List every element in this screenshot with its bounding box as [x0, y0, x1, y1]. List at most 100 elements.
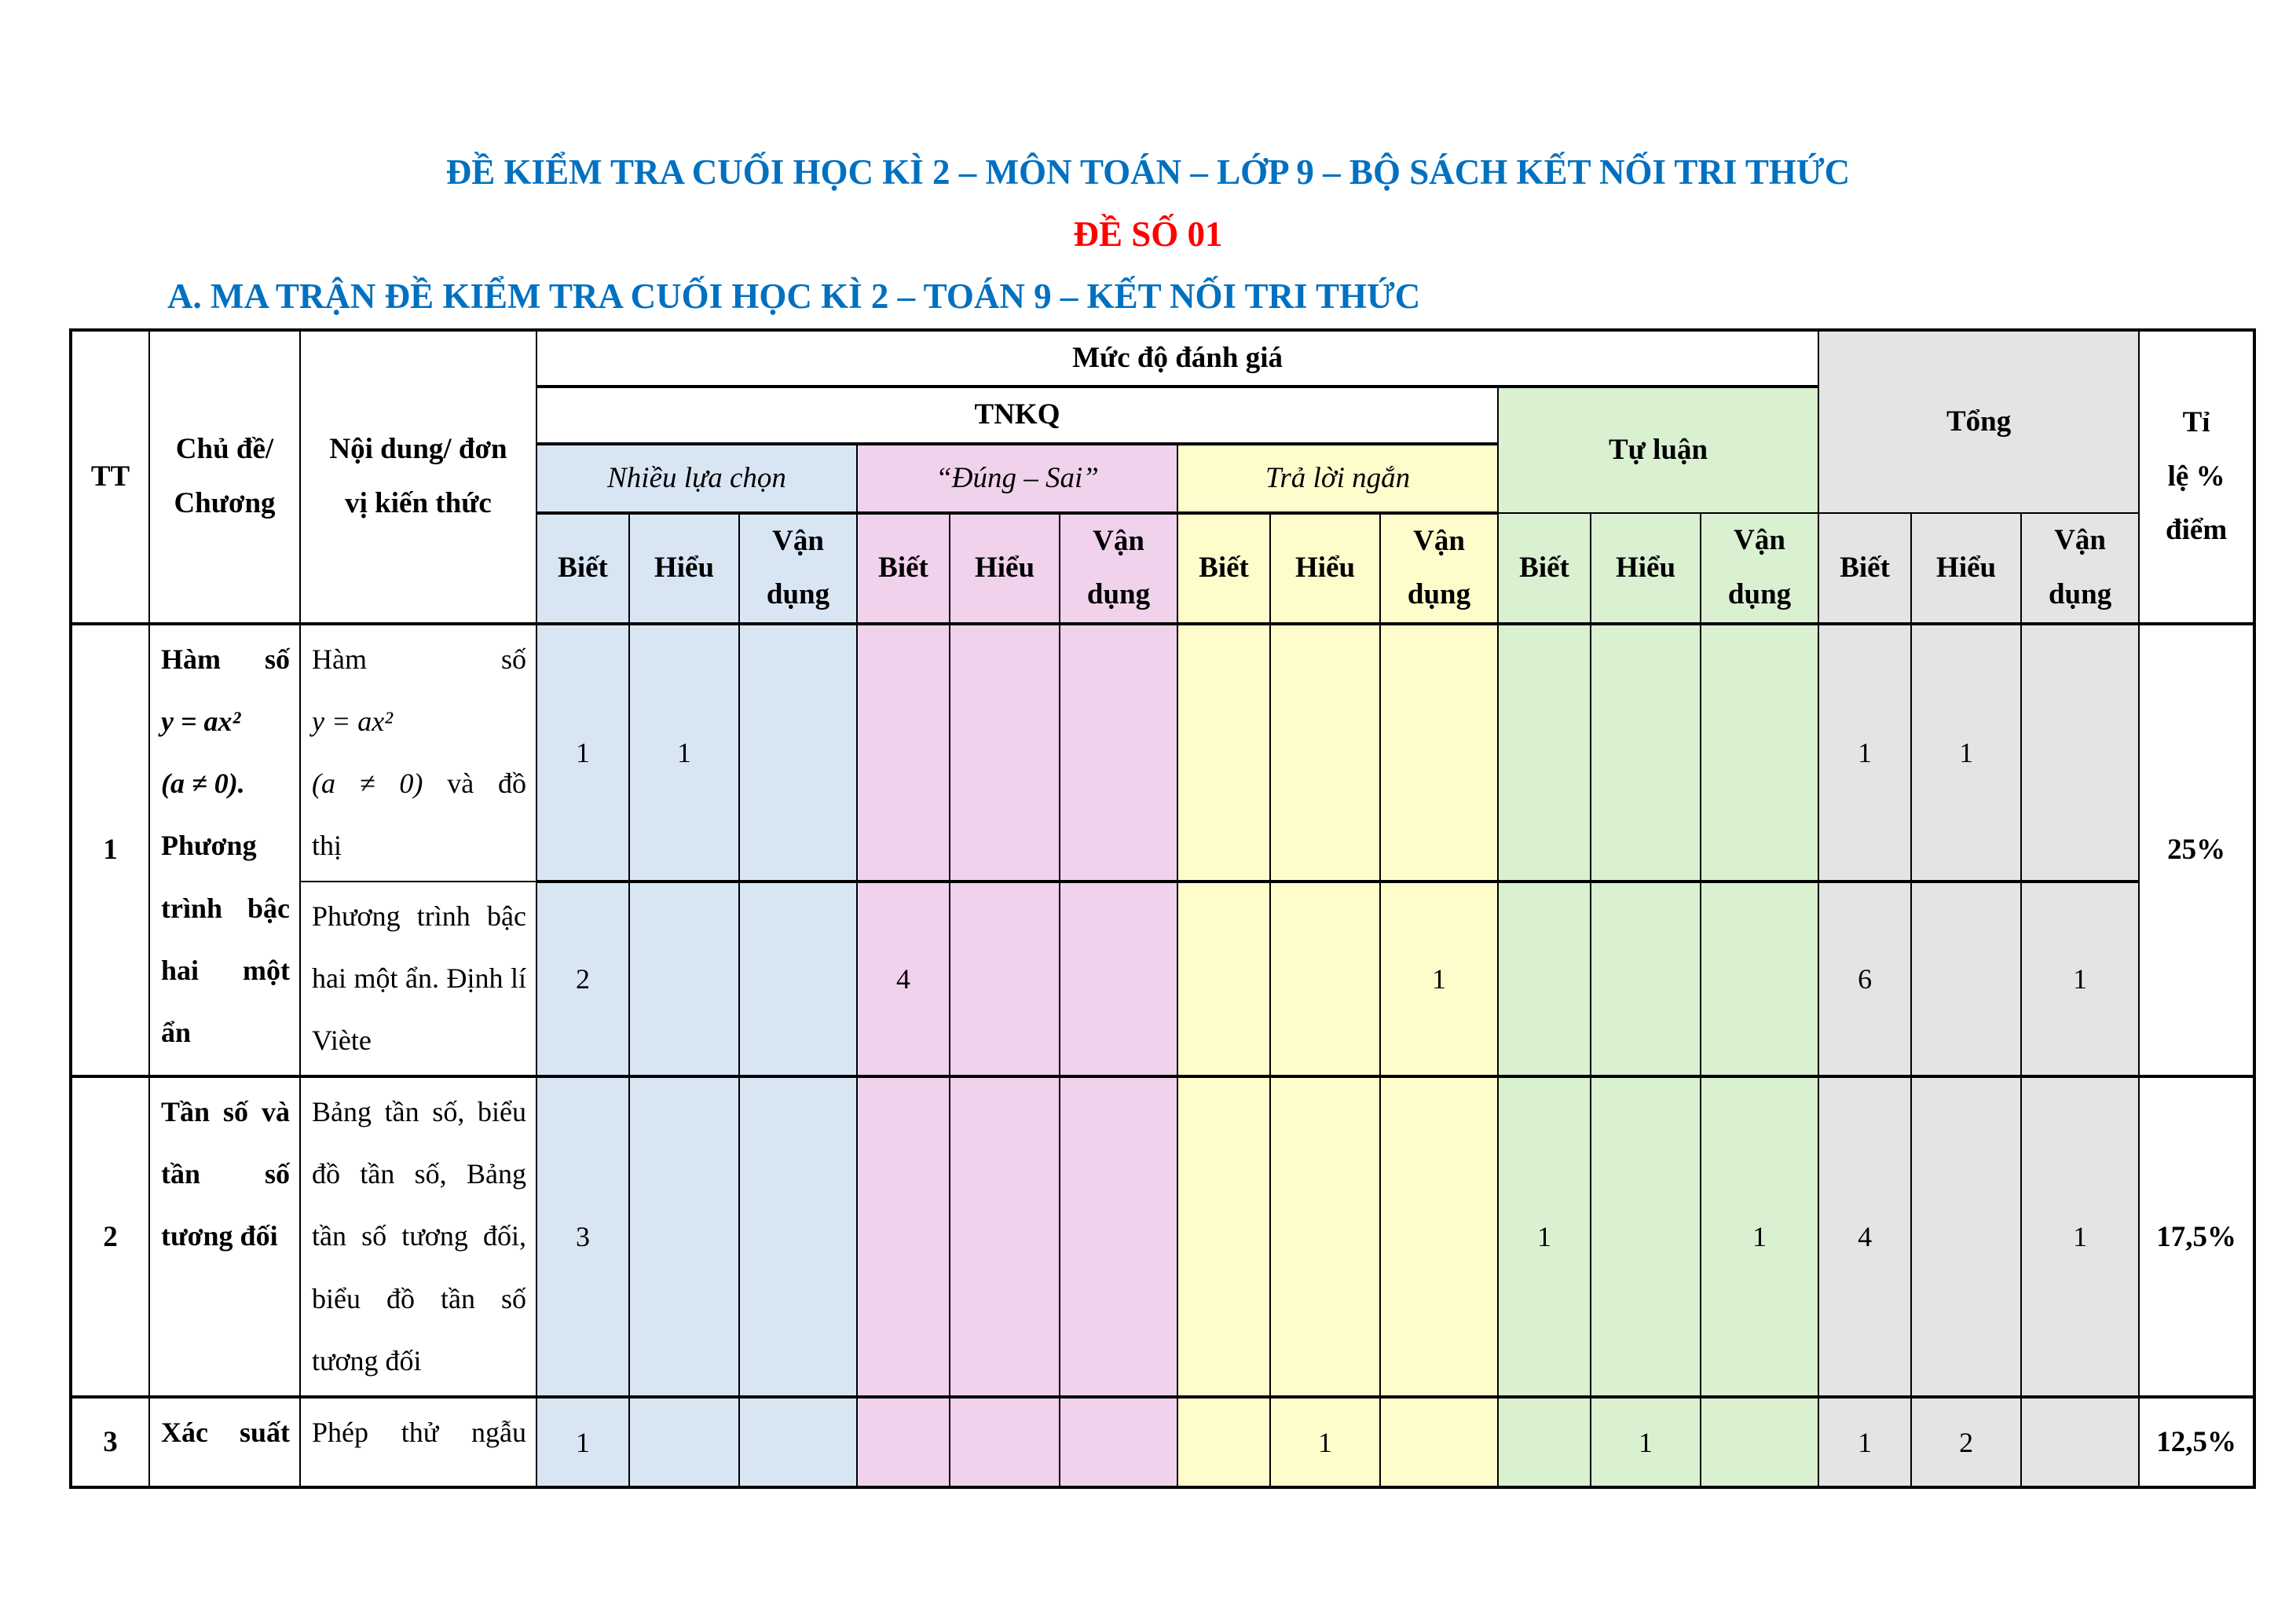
count-cell: 1	[1699, 1076, 1820, 1399]
header-tt: TT	[70, 329, 150, 625]
topic-cell: Tần số và tần số tương đối	[148, 1076, 301, 1399]
count-cell	[1177, 622, 1271, 883]
count-cell	[738, 1396, 858, 1489]
topic-math: y = ax²	[161, 705, 241, 737]
content-line: Phép thử ngẫu	[312, 1417, 526, 1448]
count-cell: 1	[536, 1396, 630, 1489]
header-level-hieu: Hiểu	[1910, 511, 2023, 625]
header-level-biet: Biết	[536, 511, 630, 625]
table-row: 3 Xác suất Phép thử ngẫu 1 1 1 1 2 12,5%	[70, 1396, 2256, 1489]
header-level-van-dung: Vận dụng	[1059, 511, 1178, 625]
header-percentage: Tỉ lệ % điểm	[2138, 329, 2256, 625]
topic-line: Hàm số	[161, 643, 290, 675]
count-cell	[1910, 1076, 2023, 1399]
count-cell	[738, 1076, 858, 1399]
count-cell: 1	[1818, 1396, 1913, 1489]
content-line: Bảng tần số, biểu đồ tần số, Bảng tần số…	[312, 1096, 526, 1377]
count-cell: 3	[536, 1076, 630, 1399]
header-percentage-line3: điểm	[2166, 514, 2228, 547]
percentage-cell: 17,5%	[2138, 1076, 2256, 1399]
header-group-true-false: “Đúng – Sai”	[856, 442, 1178, 515]
page-title: ĐỀ KIỂM TRA CUỐI HỌC KÌ 2 – MÔN TOÁN – L…	[445, 152, 1851, 192]
header-level-van-dung: Vận dụng	[1699, 511, 1820, 625]
count-cell: 4	[856, 880, 950, 1079]
topic-line: Tần số và tần số tương đối	[161, 1096, 290, 1252]
count-cell: 1	[1818, 622, 1913, 883]
count-cell	[738, 622, 858, 883]
table-row: 2 Tần số và tần số tương đối Bảng tần số…	[70, 1076, 2256, 1399]
count-cell	[949, 1076, 1060, 1399]
exam-number: ĐỀ SỐ 01	[1073, 214, 1223, 254]
header-tnkq: TNKQ	[536, 386, 1499, 445]
header-topic-line1: Chủ đề/	[175, 433, 274, 466]
count-cell	[949, 1396, 1060, 1489]
percentage-cell: 12,5%	[2138, 1396, 2256, 1489]
count-cell: 1	[1379, 880, 1499, 1079]
row-number: 2	[70, 1076, 150, 1399]
count-cell	[1699, 1396, 1820, 1489]
count-cell	[1590, 1076, 1701, 1399]
content-line: Phương trình bậc hai một ẩn. Định lí Viè…	[312, 900, 526, 1056]
count-cell	[1910, 880, 2023, 1079]
content-text: và đồ	[447, 768, 527, 800]
count-cell	[1059, 622, 1178, 883]
count-cell: 1	[2020, 1076, 2140, 1399]
table-row: 1 Hàm số y = ax² (a ≠ 0). Phương trình b…	[70, 622, 2256, 1079]
count-cell	[1497, 880, 1591, 1079]
header-level-van-dung: Vận dụng	[2020, 511, 2140, 625]
count-cell	[1379, 1396, 1499, 1489]
count-cell	[1379, 622, 1499, 883]
count-cell	[1590, 880, 1701, 1079]
header-level-hieu: Hiểu	[628, 511, 740, 625]
table-row: Phương trình bậc hai một ẩn. Định lí Viè…	[71, 880, 2254, 1079]
topic-cell: Hàm số y = ax² (a ≠ 0). Phương trình bậc…	[148, 622, 301, 1079]
count-cell	[1177, 1396, 1271, 1489]
count-cell	[1699, 880, 1820, 1079]
count-cell	[949, 880, 1060, 1079]
count-cell	[1590, 622, 1701, 883]
count-cell	[628, 1396, 740, 1489]
percentage-cell: 25%	[2138, 622, 2256, 1079]
count-cell	[1269, 1076, 1381, 1399]
count-cell	[2020, 1396, 2140, 1489]
header-level-van-dung: Vận dụng	[738, 511, 858, 625]
count-cell: 1	[1910, 622, 2023, 883]
header-row-3: Nhiều lựa chọn “Đúng – Sai” Trả lời ngắn	[71, 442, 2254, 515]
header-row-4: Biết Hiểu Vận dụng Biết Hiểu Vận dụng Bi…	[71, 511, 2254, 625]
count-cell	[1497, 622, 1591, 883]
content-math: y = ax²	[312, 705, 394, 737]
count-cell	[1379, 1076, 1499, 1399]
count-cell	[738, 880, 858, 1079]
count-cell: 1	[1497, 1076, 1591, 1399]
header-level-biet: Biết	[1497, 511, 1591, 625]
count-cell: 1	[2020, 880, 2140, 1079]
header-row-1: TT Chủ đề/ Chương Nội dung/ đơn vị kiến …	[70, 328, 2256, 625]
topic-line: Phương trình bậc hai một ẩn	[161, 830, 290, 1048]
exam-matrix-table: TT Chủ đề/ Chương Nội dung/ đơn vị kiến …	[69, 328, 2257, 1489]
content-line: Hàm số	[312, 643, 526, 675]
count-cell: 1	[628, 622, 740, 883]
count-cell	[1497, 1396, 1591, 1489]
header-level-van-dung: Vận dụng	[1379, 511, 1499, 625]
row-number: 3	[70, 1396, 150, 1489]
count-cell	[949, 622, 1060, 883]
count-cell: 6	[1818, 880, 1913, 1079]
header-level-hieu: Hiểu	[949, 511, 1060, 625]
header-group-short-answer: Trả lời ngắn	[1177, 442, 1499, 515]
header-row-2: TNKQ Tự luận	[71, 386, 2254, 514]
content-cell: Phương trình bậc hai một ẩn. Định lí Viè…	[299, 880, 537, 1079]
header-level-biet: Biết	[1818, 511, 1913, 625]
count-cell	[1059, 1396, 1178, 1489]
header-level-hieu: Hiểu	[1269, 511, 1381, 625]
count-cell: 1	[536, 622, 630, 883]
content-cell: Bảng tần số, biểu đồ tần số, Bảng tần số…	[299, 1076, 537, 1399]
topic-math: (a ≠ 0).	[161, 768, 245, 800]
count-cell	[1177, 880, 1271, 1079]
header-topic: Chủ đề/ Chương	[148, 329, 301, 625]
count-cell: 1	[1590, 1396, 1701, 1489]
count-cell	[628, 1076, 740, 1399]
count-cell	[856, 622, 950, 883]
header-content-line2: vị kiến thức	[345, 486, 492, 519]
header-essay: Tự luận	[1496, 386, 1820, 514]
content-line: thị	[312, 830, 342, 862]
